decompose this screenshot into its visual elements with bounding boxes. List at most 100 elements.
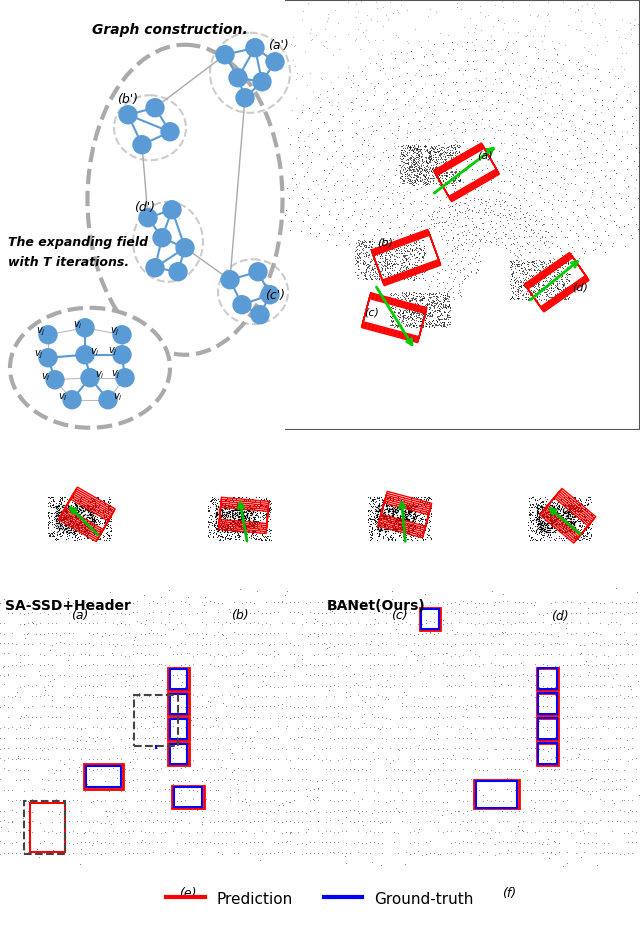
Point (346, 105, 356, 120)
Point (225, 616, 235, 631)
Text: (c): (c) (365, 308, 380, 317)
Point (625, 803, 635, 818)
Point (486, 688, 497, 703)
Point (412, 143, 422, 158)
Text: $v_i$: $v_i$ (90, 346, 100, 357)
Point (414, 272, 424, 286)
Point (397, 300, 407, 315)
Point (63, 606, 74, 621)
Point (424, 295, 434, 310)
Point (120, 815, 130, 830)
Point (408, 138, 419, 153)
Point (232, 507, 243, 522)
Point (62, 524, 72, 539)
Point (454, 845, 464, 860)
Point (426, 846, 436, 861)
Point (478, 216, 488, 231)
Point (388, 493, 399, 508)
Point (508, 257, 518, 272)
Point (100, 793, 110, 807)
Point (413, 253, 424, 268)
Point (0, 813, 9, 828)
Point (255, 532, 266, 547)
Point (236, 512, 246, 527)
Point (366, 500, 376, 514)
Point (436, 177, 447, 192)
Point (399, 161, 410, 176)
Text: (a'): (a') (268, 39, 289, 52)
Point (257, 510, 268, 525)
Point (419, 169, 429, 184)
Point (555, 509, 565, 524)
Point (45, 528, 56, 543)
Point (211, 493, 221, 508)
Point (65, 525, 76, 540)
Point (337, 773, 347, 788)
Point (0, 698, 9, 713)
Point (124, 678, 134, 692)
Point (387, 530, 397, 545)
Point (164, 762, 174, 777)
Point (388, 526, 398, 540)
Point (203, 528, 213, 543)
Point (0, 751, 5, 766)
Point (15, 825, 25, 840)
Point (324, 682, 334, 697)
Point (237, 515, 247, 530)
Point (393, 510, 403, 525)
Point (437, 210, 447, 225)
Point (417, 315, 428, 330)
Point (351, 11, 361, 26)
Point (538, 639, 548, 654)
Point (484, 193, 495, 208)
Point (403, 139, 413, 154)
Point (591, 740, 601, 755)
Point (51, 616, 61, 631)
Point (420, 500, 430, 514)
Point (47, 492, 58, 507)
Point (164, 689, 174, 704)
Circle shape (246, 40, 264, 57)
Point (70, 517, 81, 532)
Point (214, 515, 224, 530)
Point (414, 160, 424, 175)
Point (552, 515, 563, 530)
Point (385, 237, 396, 252)
Point (231, 499, 241, 514)
Point (417, 250, 427, 265)
Point (42, 517, 52, 532)
Point (249, 502, 259, 516)
Point (553, 220, 563, 235)
Point (422, 505, 433, 520)
Point (400, 168, 410, 183)
Point (407, 523, 417, 538)
Point (423, 209, 433, 223)
Point (250, 515, 260, 530)
Point (436, 308, 447, 323)
Point (67, 781, 77, 796)
Point (440, 297, 450, 311)
Point (458, 224, 468, 239)
Point (81, 511, 92, 526)
Point (547, 514, 557, 529)
Point (246, 528, 256, 543)
Point (490, 825, 500, 840)
Point (423, 292, 433, 307)
Point (377, 742, 387, 756)
Point (375, 59, 385, 74)
Point (88, 522, 98, 537)
Point (546, 287, 556, 302)
Point (365, 761, 375, 776)
Point (518, 824, 528, 839)
Point (433, 171, 444, 186)
Point (492, 44, 502, 59)
Point (508, 0, 518, 10)
Point (56, 514, 67, 528)
Point (412, 152, 422, 167)
Point (623, 814, 633, 829)
Point (623, 180, 633, 195)
Point (563, 762, 573, 777)
Point (285, 845, 295, 860)
Point (320, 173, 330, 188)
Point (526, 720, 536, 735)
